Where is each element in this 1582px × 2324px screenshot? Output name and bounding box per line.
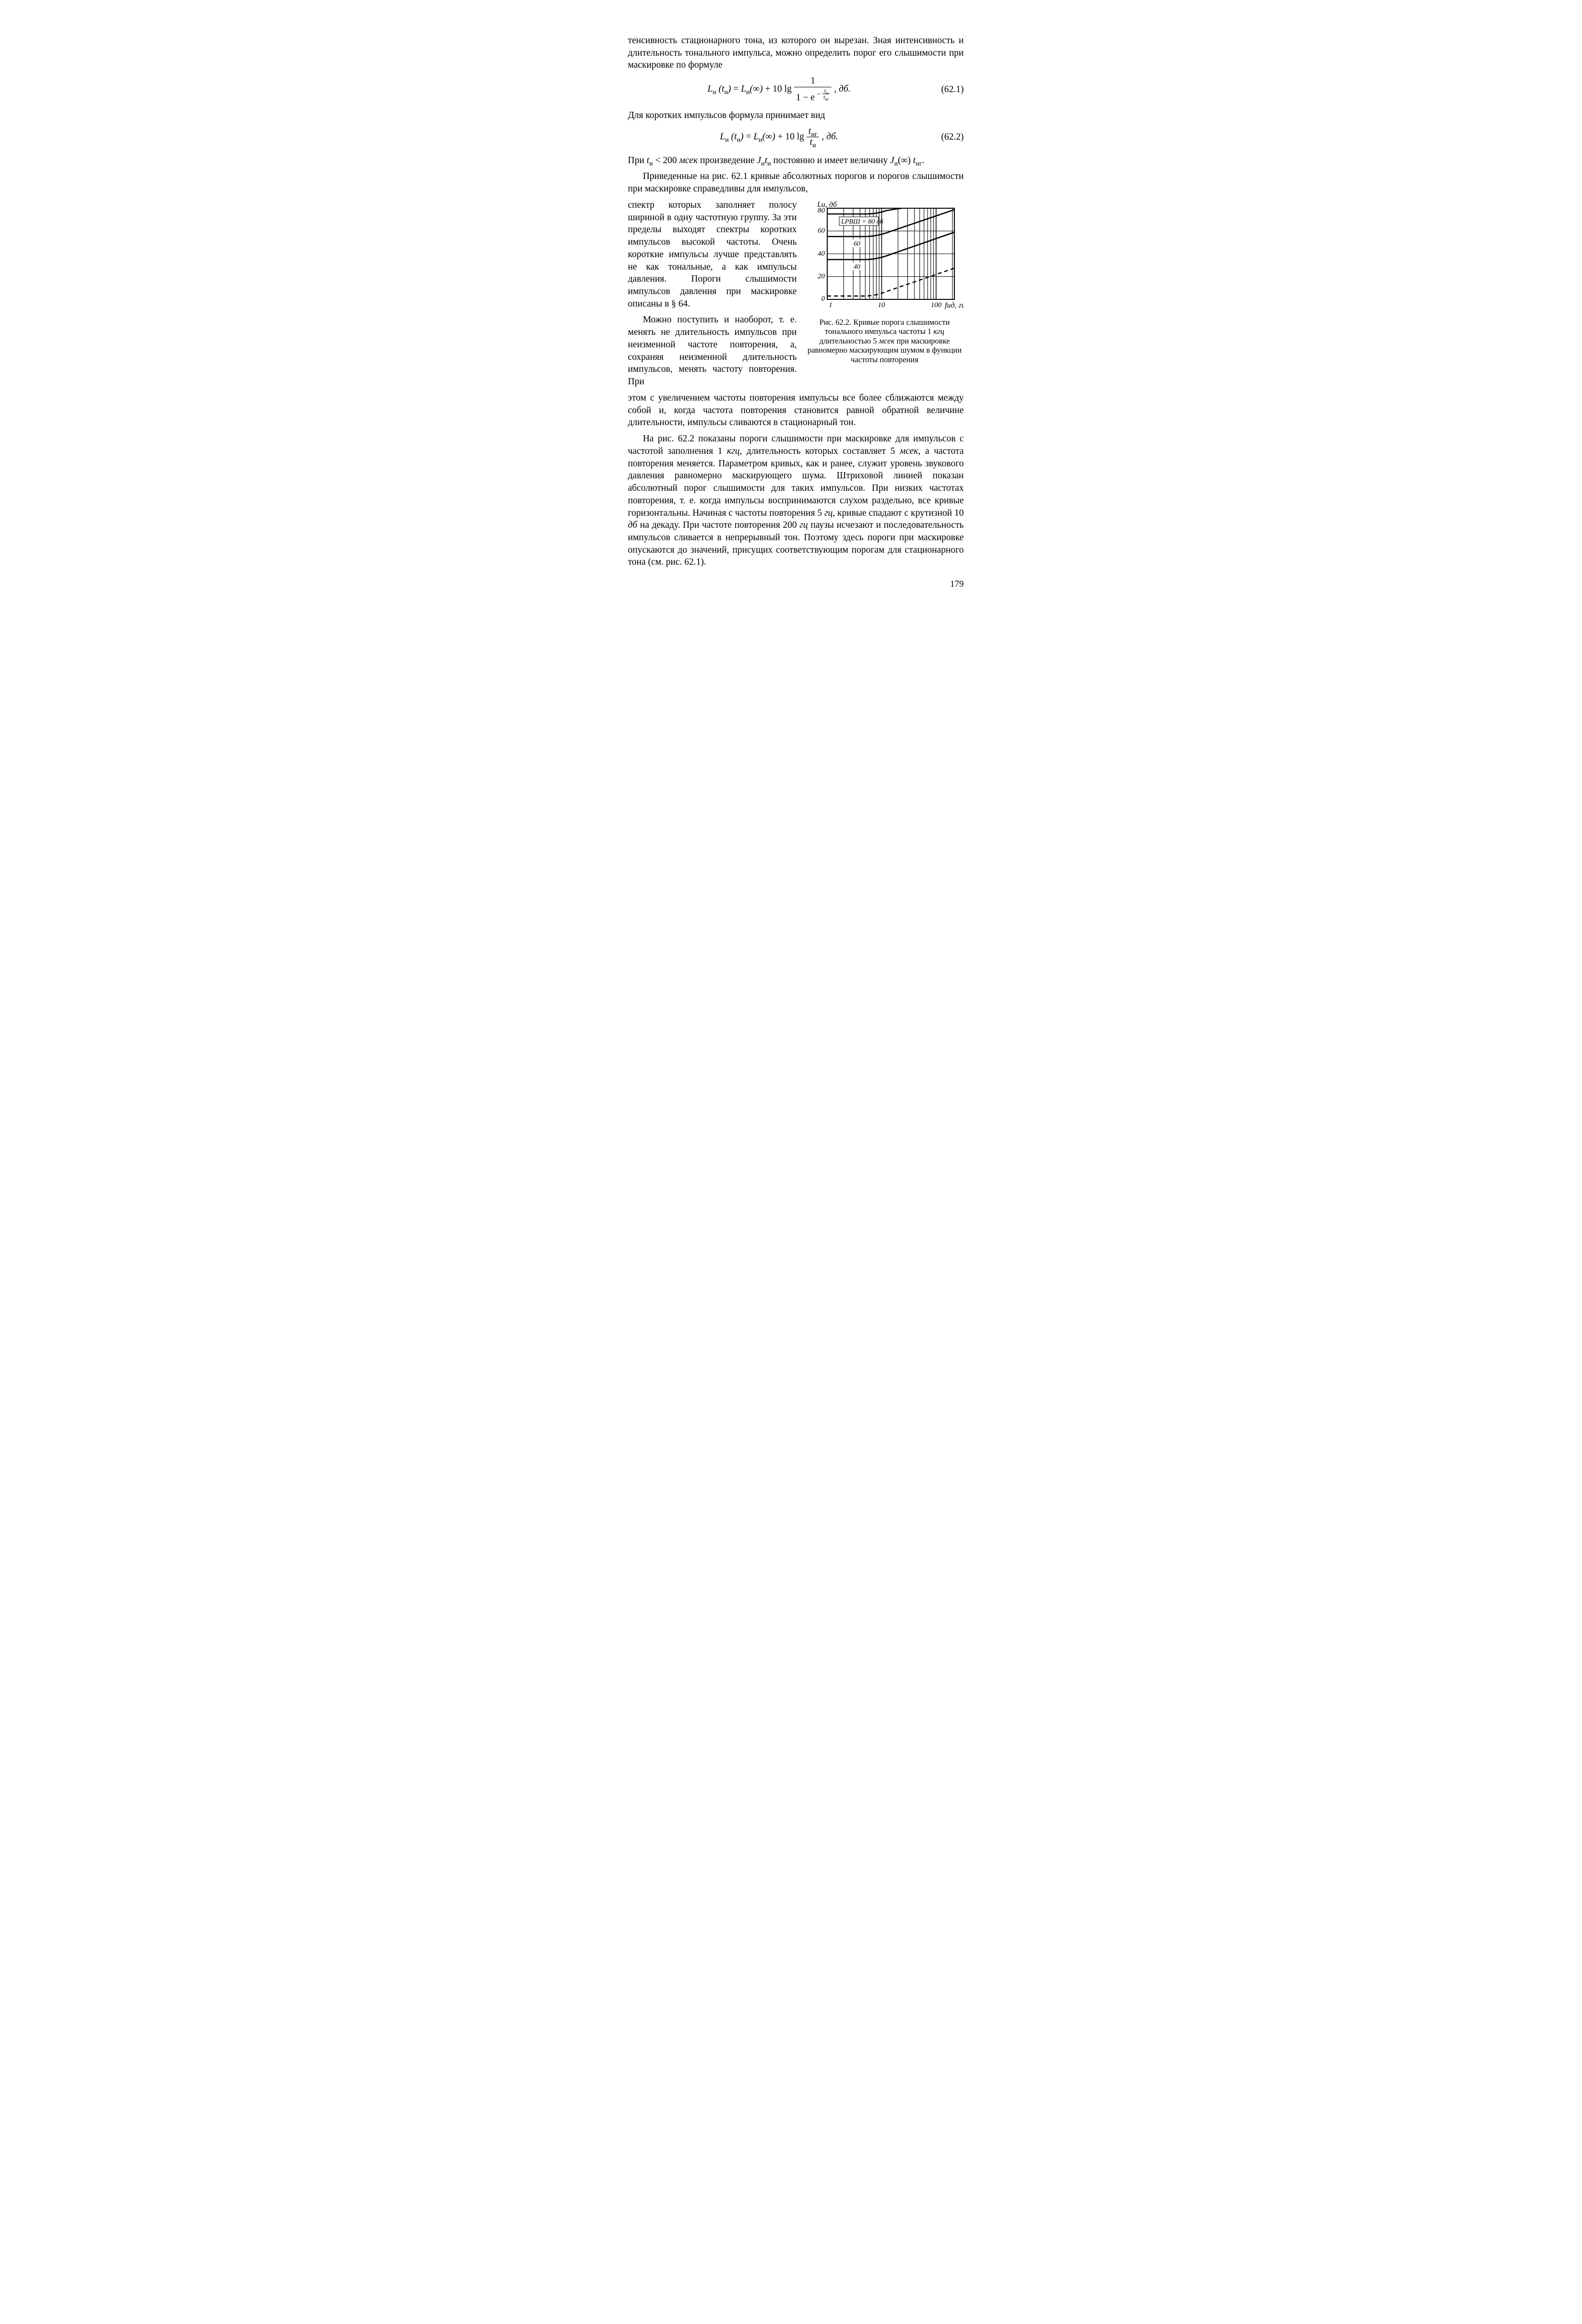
ytick-20: 20	[818, 273, 825, 280]
equation-62-1: Lи (tи) = Lи(∞) + 10 lg 1 1 − e − tи tиг	[628, 76, 964, 103]
xtick-1: 1	[829, 301, 833, 309]
curve-label-40: 40	[854, 263, 860, 271]
curve-label-60: 60	[854, 240, 860, 248]
equation-62-2: Lи (tи) = Lи(∞) + 10 lg tиг tи , дб. (62…	[628, 127, 964, 148]
equation-number-1: (62.1)	[930, 83, 964, 96]
fraction-exp: tи tиг	[822, 88, 830, 100]
ytick-60: 60	[818, 227, 825, 235]
wrap-block: Lи, дб fид, гц 0 20 40 60 80 1 10 100	[628, 199, 964, 392]
sym-L: Lи	[707, 84, 716, 94]
equation-number-2: (62.2)	[930, 131, 964, 143]
page-number: 179	[628, 578, 964, 590]
fraction-main: 1 1 − e − tи tиг	[794, 76, 832, 103]
page: тенсивность стационарного тона, из котор…	[580, 0, 1002, 625]
fraction-2: tиг tи	[807, 127, 820, 148]
equation-62-2-body: Lи (tи) = Lи(∞) + 10 lg tиг tи , дб.	[628, 127, 930, 148]
ytick-80: 80	[818, 207, 825, 214]
paragraph-3: При tи < 200 мсек произведение Jиtи пост…	[628, 154, 964, 167]
xtick-10: 10	[878, 301, 885, 309]
paragraph-4: Приведенные на рис. 62.1 кривые абсолютн…	[628, 170, 964, 195]
equation-62-1-body: Lи (tи) = Lи(∞) + 10 lg 1 1 − e − tи tиг	[628, 76, 930, 103]
paragraph-8: На рис. 62.2 показаны пороги слышимости …	[628, 433, 964, 569]
paragraph-1: тенсивность стационарного тона, из котор…	[628, 35, 964, 71]
figure-svg: Lи, дб fид, гц 0 20 40 60 80 1 10 100	[806, 201, 964, 314]
figure-62-2: Lи, дб fид, гц 0 20 40 60 80 1 10 100	[806, 201, 964, 364]
ytick-40: 40	[818, 250, 825, 258]
figure-caption: Рис. 62.2. Кривые порога слышимости тона…	[806, 318, 964, 364]
ytick-0: 0	[821, 295, 825, 303]
x-axis-label: fид, гц	[945, 301, 964, 309]
paragraph-7: этом с увеличением частоты повторения им…	[628, 392, 964, 429]
param-label: LРВШ = 80 дб	[841, 218, 884, 225]
paragraph-2: Для коротких импульсов формула принимает…	[628, 109, 964, 122]
xtick-100: 100	[930, 301, 941, 309]
